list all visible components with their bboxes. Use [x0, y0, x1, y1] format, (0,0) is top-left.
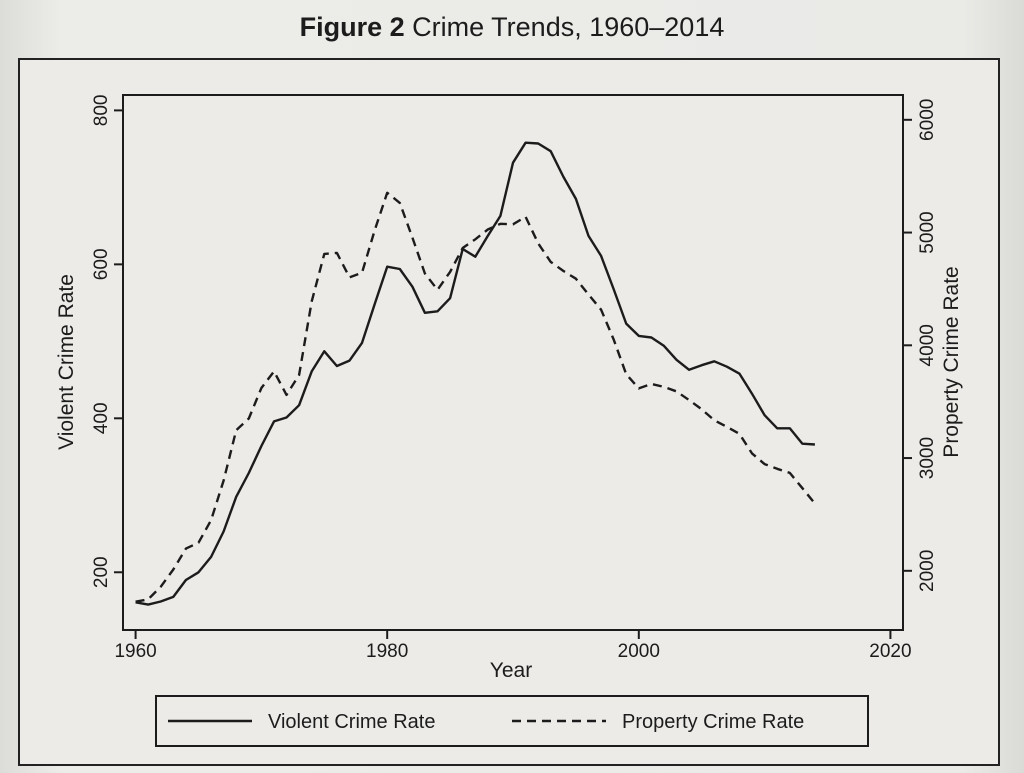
figure-title-text: Crime Trends, 1960–2014: [412, 12, 725, 42]
y-axis-label-left: Violent Crime Rate: [55, 274, 78, 450]
y-axis-label-right: Property Crime Rate: [940, 266, 963, 457]
series-lines: [135, 141, 816, 606]
y-left-tick-label-400: 400: [91, 402, 112, 434]
y-right-tick-label-5000: 5000: [917, 211, 938, 253]
x-tick-label-2020: 2020: [869, 641, 911, 662]
x-tick-label-1960: 1960: [114, 641, 156, 662]
y-right-tick-label-3000: 3000: [917, 437, 938, 479]
y-right-tick-label-6000: 6000: [917, 99, 938, 141]
figure-label: Figure 2: [299, 12, 405, 42]
y-left-tick-label-600: 600: [91, 249, 112, 281]
x-axis-label: Year: [490, 659, 532, 682]
legend-label-violent: Violent Crime Rate: [268, 711, 435, 733]
y-right-tick-label-2000: 2000: [917, 550, 938, 592]
y-left-tick-label-800: 800: [91, 95, 112, 127]
y-left-tick-label-200: 200: [91, 556, 112, 588]
figure-title: Figure 2 Crime Trends, 1960–2014: [0, 12, 1024, 43]
violent-crime-line: [135, 141, 815, 606]
plot-area: [122, 94, 904, 631]
x-tick-label-2000: 2000: [618, 641, 660, 662]
y-right-tick-label-4000: 4000: [917, 324, 938, 366]
axis-ticks: 1960 1980 2000 2020 200 400 600 800 2000 3000 4000…: [91, 95, 938, 662]
property-crime-line: [135, 191, 816, 603]
legend: Violent Crime Rate Property Crime Rate: [155, 695, 869, 747]
legend-label-property: Property Crime Rate: [622, 711, 804, 733]
x-tick-label-1980: 1980: [366, 641, 408, 662]
